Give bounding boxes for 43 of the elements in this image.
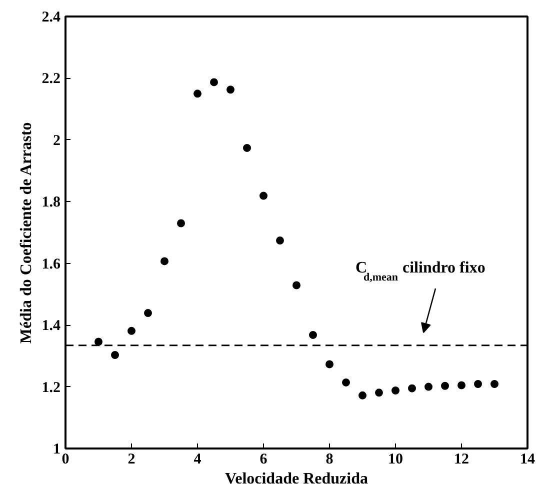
- y-tick-label: 1.4: [42, 318, 61, 334]
- point: [276, 236, 284, 245]
- point: [474, 380, 482, 388]
- point: [194, 90, 202, 98]
- point: [260, 192, 268, 200]
- point: [458, 381, 466, 390]
- y-tick-label: 1.2: [42, 380, 60, 396]
- point: [424, 382, 432, 391]
- y-tick-label: 1.6: [42, 256, 61, 272]
- x-tick-label: 2: [128, 452, 136, 468]
- point: [177, 219, 185, 228]
- x-tick-label: 12: [454, 452, 469, 468]
- y-tick-label: 2.2: [42, 71, 60, 88]
- point: [358, 391, 366, 400]
- x-tick-label: 8: [326, 452, 334, 468]
- point: [243, 144, 251, 152]
- point: [408, 384, 416, 392]
- point: [226, 86, 234, 94]
- y-tick-label: 1: [53, 442, 60, 458]
- point: [326, 360, 334, 368]
- point: [94, 338, 102, 346]
- point: [144, 309, 152, 318]
- x-tick-label: 14: [520, 452, 536, 468]
- point: [441, 382, 449, 390]
- x-tick-label: 4: [194, 452, 202, 468]
- y-tick-label: 2: [53, 132, 60, 149]
- y-tick-label: 1.8: [42, 194, 60, 211]
- point: [160, 257, 168, 266]
- y-axis-title: Média do Coeficiente de Arrasto: [18, 122, 35, 344]
- point: [490, 380, 498, 388]
- x-tick-label: 6: [260, 452, 268, 468]
- point: [210, 78, 218, 86]
- point: [111, 351, 119, 359]
- x-tick-label: 0: [62, 452, 70, 468]
- x-axis-title: Velocidade Reduzida: [225, 470, 368, 488]
- y-tick-label: 2.4: [42, 10, 61, 26]
- point: [128, 326, 136, 335]
- point: [375, 388, 383, 397]
- x-tick-label: 10: [388, 452, 403, 468]
- point: [342, 378, 350, 386]
- point: [292, 281, 300, 290]
- point: [392, 386, 400, 394]
- point: [309, 330, 317, 339]
